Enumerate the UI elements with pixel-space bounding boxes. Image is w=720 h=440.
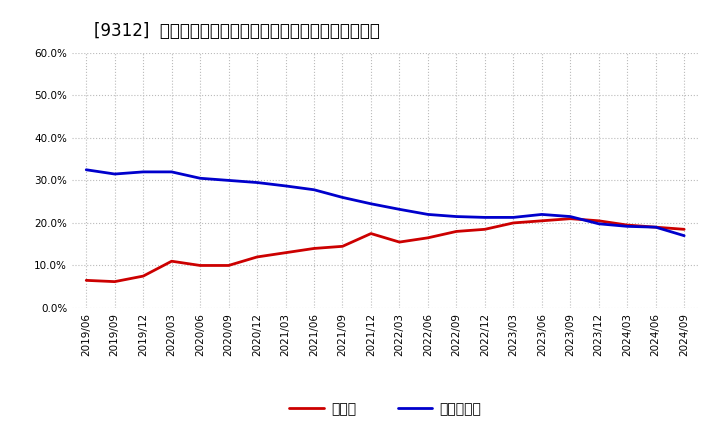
有利子負債 <box>282 183 290 189</box>
有利子負債 <box>225 178 233 183</box>
有利子負債 <box>310 187 318 192</box>
現領金 <box>623 222 631 228</box>
有利子負債 <box>366 201 375 206</box>
有利子負債 <box>480 215 489 220</box>
有利子負債 <box>566 214 575 219</box>
現領金 <box>537 218 546 224</box>
現領金 <box>509 220 518 226</box>
Text: [9312]  現領金、有利子負債の総資産に対する比率の推移: [9312] 現領金、有利子負債の総資産に対する比率の推移 <box>94 22 379 40</box>
有利子負債 <box>338 195 347 200</box>
有利子負債 <box>139 169 148 175</box>
現領金 <box>225 263 233 268</box>
有利子負債 <box>452 214 461 219</box>
有利子負債 <box>196 176 204 181</box>
現領金 <box>423 235 432 240</box>
有利子負債 <box>110 171 119 176</box>
現領金 <box>595 218 603 224</box>
現領金 <box>282 250 290 255</box>
現領金 <box>139 273 148 279</box>
有利子負債 <box>595 221 603 227</box>
有利子負債 <box>395 207 404 212</box>
現領金 <box>110 279 119 284</box>
Legend: 現領金, 有利子負債: 現領金, 有利子負債 <box>284 396 487 422</box>
有利子負債 <box>167 169 176 175</box>
有利子負債 <box>509 215 518 220</box>
有利子負債 <box>623 224 631 229</box>
現領金 <box>167 259 176 264</box>
有利子負債 <box>253 180 261 185</box>
Line: 現領金: 現領金 <box>86 219 684 282</box>
現領金 <box>480 227 489 232</box>
有利子負債 <box>537 212 546 217</box>
現領金 <box>680 227 688 232</box>
現領金 <box>566 216 575 221</box>
有利子負債 <box>423 212 432 217</box>
現領金 <box>82 278 91 283</box>
Line: 有利子負債: 有利子負債 <box>86 170 684 236</box>
現領金 <box>652 224 660 230</box>
有利子負債 <box>680 233 688 238</box>
現領金 <box>253 254 261 260</box>
有利子負債 <box>652 224 660 230</box>
現領金 <box>338 244 347 249</box>
現領金 <box>310 246 318 251</box>
現領金 <box>395 239 404 245</box>
有利子負債 <box>82 167 91 172</box>
現領金 <box>452 229 461 234</box>
現領金 <box>366 231 375 236</box>
現領金 <box>196 263 204 268</box>
